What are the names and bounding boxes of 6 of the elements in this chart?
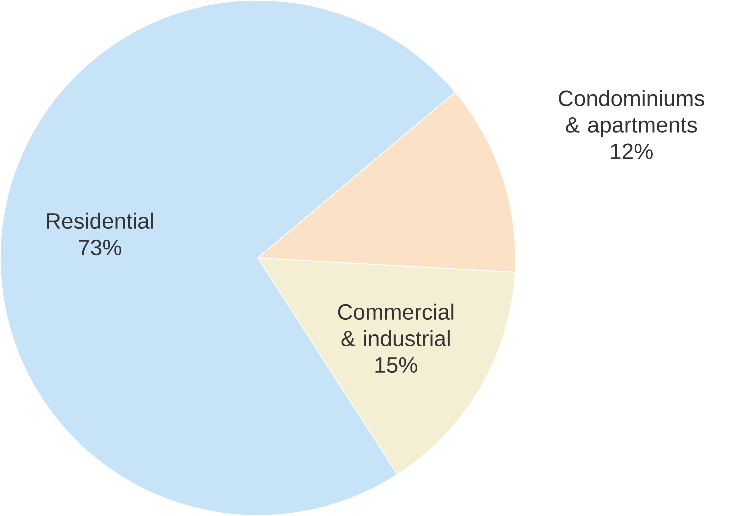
slice-label: Commercial & industrial bbox=[338, 304, 454, 346]
slice-label: Residential bbox=[47, 212, 154, 229]
data-label: 73% bbox=[79, 240, 122, 256]
data-label: 15% bbox=[376, 357, 418, 373]
slice-label: Condominiums & apartments bbox=[559, 90, 704, 138]
data-label: 12% bbox=[611, 144, 653, 160]
